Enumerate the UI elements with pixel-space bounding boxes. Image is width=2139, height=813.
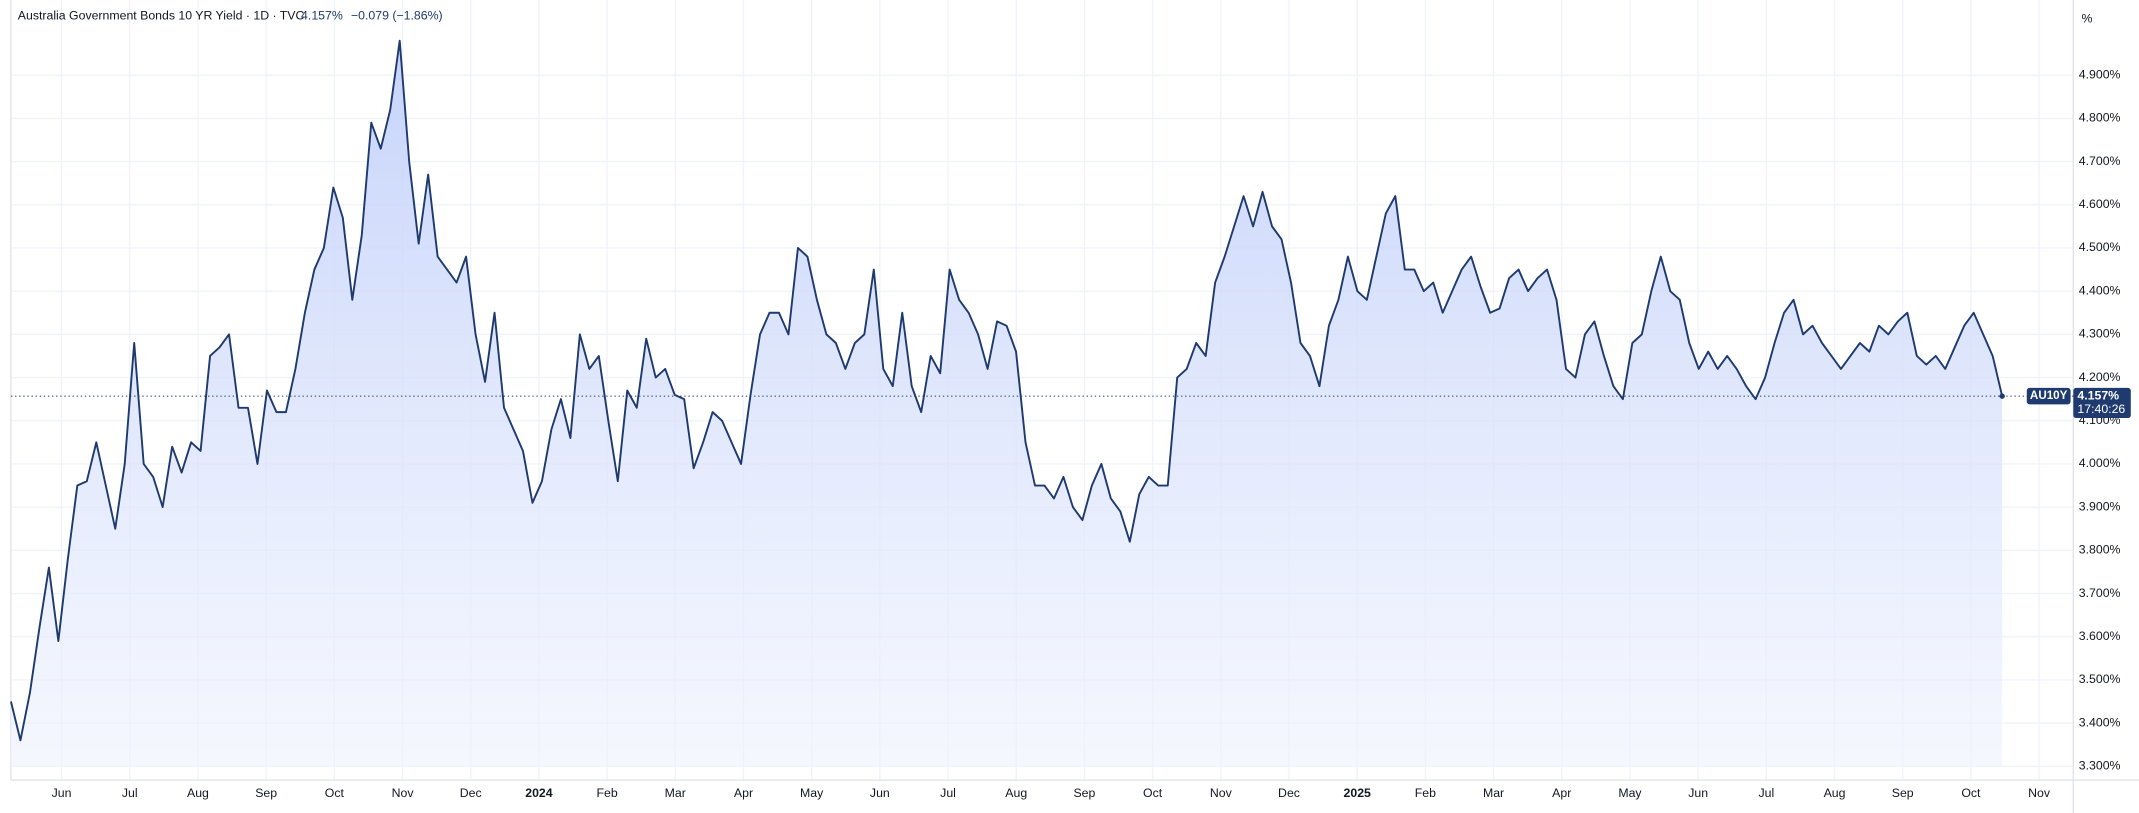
x-tick-label: Sep xyxy=(1892,786,1914,800)
x-tick-label: Mar xyxy=(1483,786,1504,800)
y-tick-label: 3.900% xyxy=(2079,499,2121,513)
x-tick-label: Nov xyxy=(1210,786,1233,800)
y-tick-label: 3.400% xyxy=(2079,715,2121,729)
x-tick-label: Dec xyxy=(1278,786,1300,800)
legend-title: Australia Government Bonds 10 YR Yield ·… xyxy=(18,9,305,23)
x-tick-label: Nov xyxy=(392,786,415,800)
x-tick-label: Feb xyxy=(597,786,618,800)
y-tick-label: 4.900% xyxy=(2079,67,2121,81)
x-tick-label: 2024 xyxy=(525,786,553,800)
symbol-label: AU10Y xyxy=(2030,389,2068,402)
x-tick-label: May xyxy=(800,786,824,800)
y-tick-label: 4.300% xyxy=(2079,327,2121,341)
y-tick-label: 4.500% xyxy=(2079,240,2121,254)
x-tick-label: Aug xyxy=(1824,786,1846,800)
x-tick-label: Oct xyxy=(325,786,345,800)
y-tick-label: 4.700% xyxy=(2079,154,2121,168)
y-tick-label: 3.300% xyxy=(2079,759,2121,773)
x-tick-label: Jun xyxy=(1688,786,1708,800)
price-badge-label: 4.157% xyxy=(2077,388,2119,402)
x-tick-label: Mar xyxy=(665,786,686,800)
x-tick-label: Dec xyxy=(460,786,482,800)
x-tick-label: Jul xyxy=(122,786,138,800)
x-tick-label: 2025 xyxy=(1344,786,1372,800)
x-tick-label: Jun xyxy=(870,786,890,800)
unit-label: % xyxy=(2082,11,2093,25)
legend-change: −0.079 (−1.86%) xyxy=(351,9,443,23)
y-tick-label: 3.800% xyxy=(2079,543,2121,557)
x-tick-label: Jul xyxy=(940,786,956,800)
legend-price: 4.157% xyxy=(301,9,343,23)
x-tick-label: Aug xyxy=(1005,786,1027,800)
price-line xyxy=(10,39,2004,742)
y-tick-label: 4.000% xyxy=(2079,456,2121,470)
x-tick-label: Oct xyxy=(1143,786,1163,800)
symbol-badge xyxy=(2026,387,2071,405)
countdown-label: 17:40:26 xyxy=(2077,402,2125,416)
x-tick-label: Aug xyxy=(187,786,209,800)
x-tick-label: Apr xyxy=(734,786,753,800)
x-tick-label: Nov xyxy=(2028,786,2051,800)
y-tick-label: 3.600% xyxy=(2079,629,2121,643)
x-tick-label: Apr xyxy=(1552,786,1571,800)
x-tick-label: Sep xyxy=(255,786,277,800)
y-tick-label: 4.800% xyxy=(2079,111,2121,125)
plot xyxy=(10,39,2074,767)
last-point xyxy=(1999,393,2005,399)
x-tick-label: May xyxy=(1618,786,1642,800)
price-badge xyxy=(2073,387,2131,419)
y-tick-label: 4.400% xyxy=(2079,283,2121,297)
x-tick-label: Jun xyxy=(52,786,72,800)
area-fill xyxy=(10,40,2003,767)
x-tick-label: Oct xyxy=(1961,786,1981,800)
x-tick-label: Jul xyxy=(1758,786,1774,800)
y-tick-label: 3.700% xyxy=(2079,586,2121,600)
y-tick-label: 4.600% xyxy=(2079,197,2121,211)
x-tick-label: Sep xyxy=(1073,786,1095,800)
y-tick-label: 4.200% xyxy=(2079,370,2121,384)
x-tick-label: Feb xyxy=(1415,786,1436,800)
y-tick-label: 3.500% xyxy=(2079,672,2121,686)
